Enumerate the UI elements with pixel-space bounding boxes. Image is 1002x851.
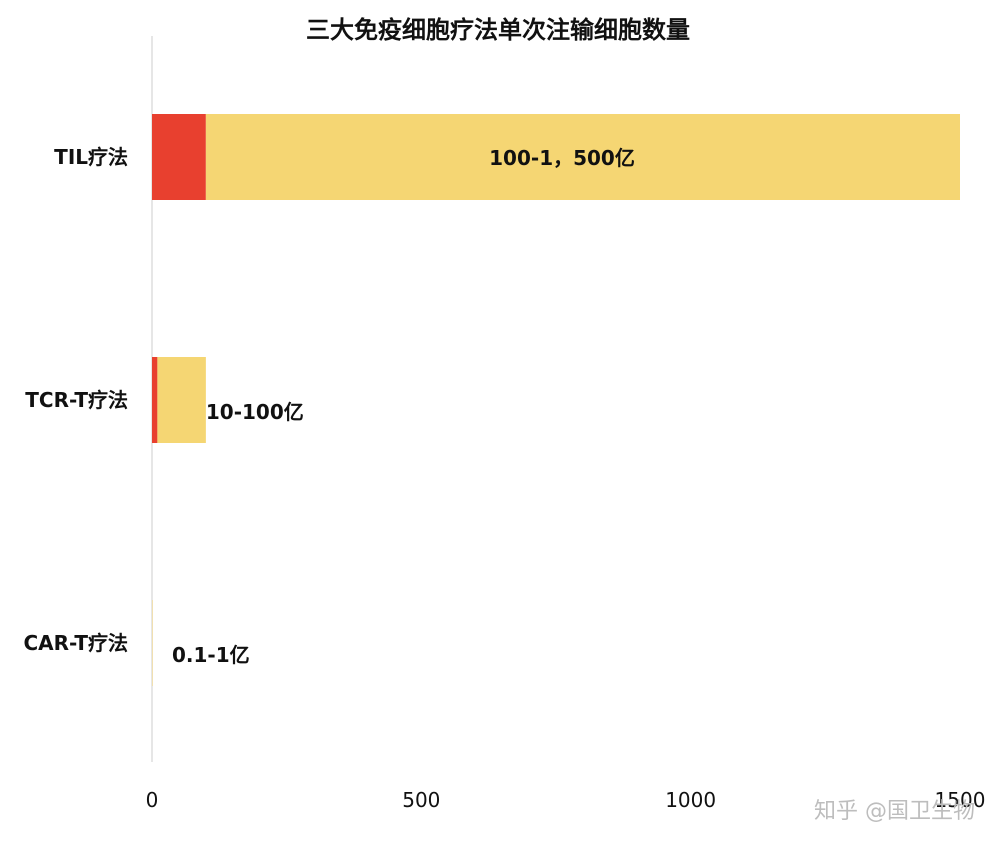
- x-tick-label: 1500: [935, 788, 986, 812]
- data-label: 100-1，500亿: [489, 146, 635, 170]
- bars-layer: [152, 114, 960, 686]
- x-tick-label: 0: [146, 788, 159, 812]
- data-label: 10-100亿: [206, 400, 304, 424]
- x-tick-label: 500: [402, 788, 440, 812]
- x-tick-label: 1000: [665, 788, 716, 812]
- data-label: 0.1-1亿: [172, 643, 250, 667]
- bar-segment: [152, 114, 206, 200]
- category-label: CAR-T疗法: [23, 631, 128, 655]
- chart-title: 三大免疫细胞疗法单次注输细胞数量: [306, 16, 690, 44]
- bar-segment: [152, 357, 158, 443]
- bar-segment: [157, 357, 206, 443]
- data-labels: 100-1，500亿 10-100亿 0.1-1亿: [172, 146, 635, 667]
- bar-segment: [205, 114, 960, 200]
- x-axis-ticks: 0 500 1000 1500: [146, 788, 986, 812]
- category-label: TIL疗法: [54, 145, 128, 169]
- category-labels: TIL疗法 TCR-T疗法 CAR-T疗法: [23, 145, 128, 655]
- watermark: 知乎 @国卫生物: [814, 799, 975, 824]
- category-label: TCR-T疗法: [25, 388, 128, 412]
